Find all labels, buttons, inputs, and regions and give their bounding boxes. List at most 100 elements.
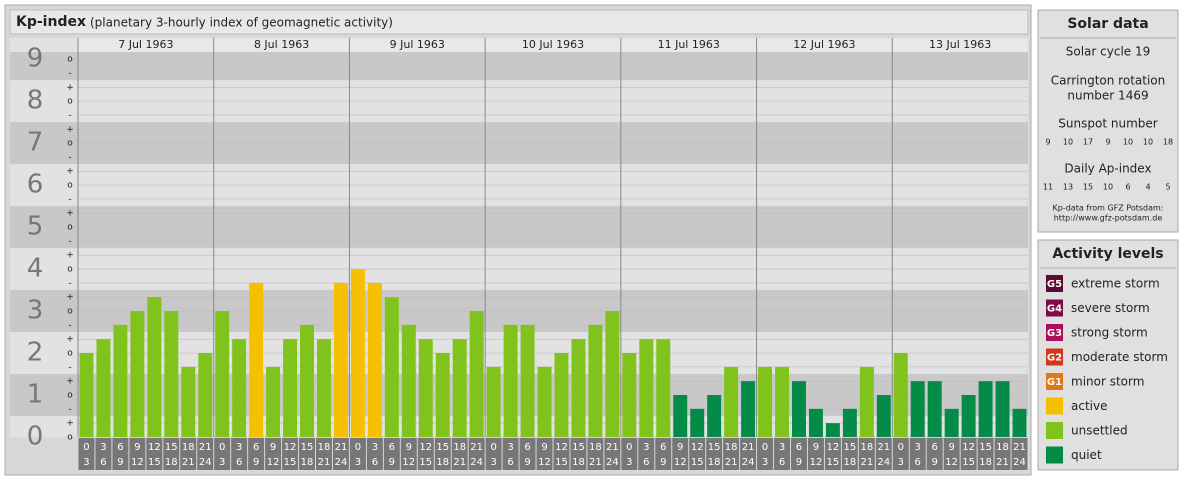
bar xyxy=(995,381,1010,437)
date-strip xyxy=(78,38,1028,52)
hour-label: 3 xyxy=(915,442,921,453)
hour-label: 21 xyxy=(725,457,738,468)
bar xyxy=(367,282,382,437)
hour-label: 18 xyxy=(301,457,314,468)
minor-tick-label: + xyxy=(66,293,74,303)
bar xyxy=(503,324,518,437)
hour-box xyxy=(129,438,146,470)
ap-value: 15 xyxy=(1083,183,1093,192)
hour-label: 15 xyxy=(419,457,432,468)
hour-box xyxy=(434,438,451,470)
hour-label: 24 xyxy=(1013,457,1026,468)
minor-tick-label: o xyxy=(67,349,73,359)
day-label: 9 Jul 1963 xyxy=(390,38,445,51)
hour-box xyxy=(502,438,519,470)
hour-label: 9 xyxy=(524,457,530,468)
minor-tick-label: + xyxy=(66,209,74,219)
hour-label: 12 xyxy=(148,442,161,453)
hour-label: 12 xyxy=(945,457,958,468)
hour-box xyxy=(536,438,553,470)
hour-label: 21 xyxy=(1013,442,1026,453)
bar xyxy=(181,366,196,437)
title: Kp-index xyxy=(16,14,86,30)
day-label: 12 Jul 1963 xyxy=(793,38,855,51)
bar xyxy=(792,381,806,437)
ap-value: 10 xyxy=(1103,183,1113,192)
hour-label: 21 xyxy=(877,442,890,453)
hour-label: 15 xyxy=(827,457,840,468)
minor-tick-label: o xyxy=(67,97,73,107)
level-label: active xyxy=(1071,399,1107,413)
hour-label: 24 xyxy=(877,457,890,468)
hour-box xyxy=(485,438,502,470)
bar xyxy=(198,353,213,437)
hour-label: 21 xyxy=(335,442,348,453)
hour-box xyxy=(926,438,943,470)
hour-label: 6 xyxy=(389,442,395,453)
level-label: minor storm xyxy=(1071,375,1144,389)
minor-tick-label: o xyxy=(67,139,73,149)
hour-label: 15 xyxy=(962,457,975,468)
hour-label: 18 xyxy=(589,442,602,453)
minor-tick-label: - xyxy=(68,236,71,246)
ap-value: 6 xyxy=(1125,183,1130,192)
bar xyxy=(232,339,247,437)
level-code: G1 xyxy=(1047,377,1062,388)
hour-label: 9 xyxy=(541,442,547,453)
hour-label: 18 xyxy=(844,457,857,468)
bar xyxy=(435,353,450,437)
hour-label: 24 xyxy=(335,457,348,468)
hour-label: 9 xyxy=(813,442,819,453)
y-tick-label: 6 xyxy=(27,170,44,200)
hour-box xyxy=(587,438,604,470)
y-tick-label: 1 xyxy=(27,380,44,410)
hour-box xyxy=(400,438,417,470)
level-code: G2 xyxy=(1047,353,1062,364)
hour-box xyxy=(723,438,740,470)
bar xyxy=(605,311,620,437)
hour-label: 6 xyxy=(236,457,242,468)
level-label: extreme storm xyxy=(1071,277,1160,291)
hour-label: 12 xyxy=(267,457,280,468)
hour-label: 9 xyxy=(389,457,395,468)
hour-box xyxy=(841,438,858,470)
minor-tick-label: - xyxy=(68,278,71,288)
bar xyxy=(1012,408,1027,437)
hour-label: 0 xyxy=(626,442,632,453)
hour-box xyxy=(553,438,570,470)
ap-value: 13 xyxy=(1063,183,1073,192)
hour-box xyxy=(316,438,332,470)
bar xyxy=(775,366,789,437)
minor-tick-label: + xyxy=(66,83,74,93)
hour-label: 12 xyxy=(691,442,704,453)
hour-box xyxy=(332,438,349,470)
hour-label: 12 xyxy=(810,457,823,468)
hour-label: 21 xyxy=(182,457,195,468)
title-bar xyxy=(9,9,1029,35)
hour-label: 18 xyxy=(572,457,585,468)
hour-box xyxy=(757,438,774,470)
level-swatch xyxy=(1046,446,1063,464)
bar xyxy=(384,297,399,437)
hour-label: 6 xyxy=(117,442,123,453)
hour-label: 24 xyxy=(470,457,483,468)
hour-label: 21 xyxy=(589,457,602,468)
level-swatch xyxy=(1046,348,1063,366)
bar xyxy=(486,366,501,437)
hour-box xyxy=(706,438,723,470)
hour-label: 12 xyxy=(419,442,432,453)
hour-label: 3 xyxy=(643,442,649,453)
sunspot-value: 10 xyxy=(1063,138,1073,147)
hour-label: 3 xyxy=(236,442,242,453)
hour-label: 3 xyxy=(898,457,904,468)
hour-box xyxy=(858,438,875,470)
y-tick-label: 3 xyxy=(27,296,44,326)
bar xyxy=(656,339,671,437)
bar xyxy=(520,324,535,437)
hour-label: 21 xyxy=(470,442,483,453)
level-label: severe storm xyxy=(1071,301,1150,315)
hour-label: 15 xyxy=(708,442,721,453)
rotation: Carrington rotation xyxy=(1051,74,1165,88)
level-code: G4 xyxy=(1047,304,1062,315)
bar xyxy=(537,366,552,437)
